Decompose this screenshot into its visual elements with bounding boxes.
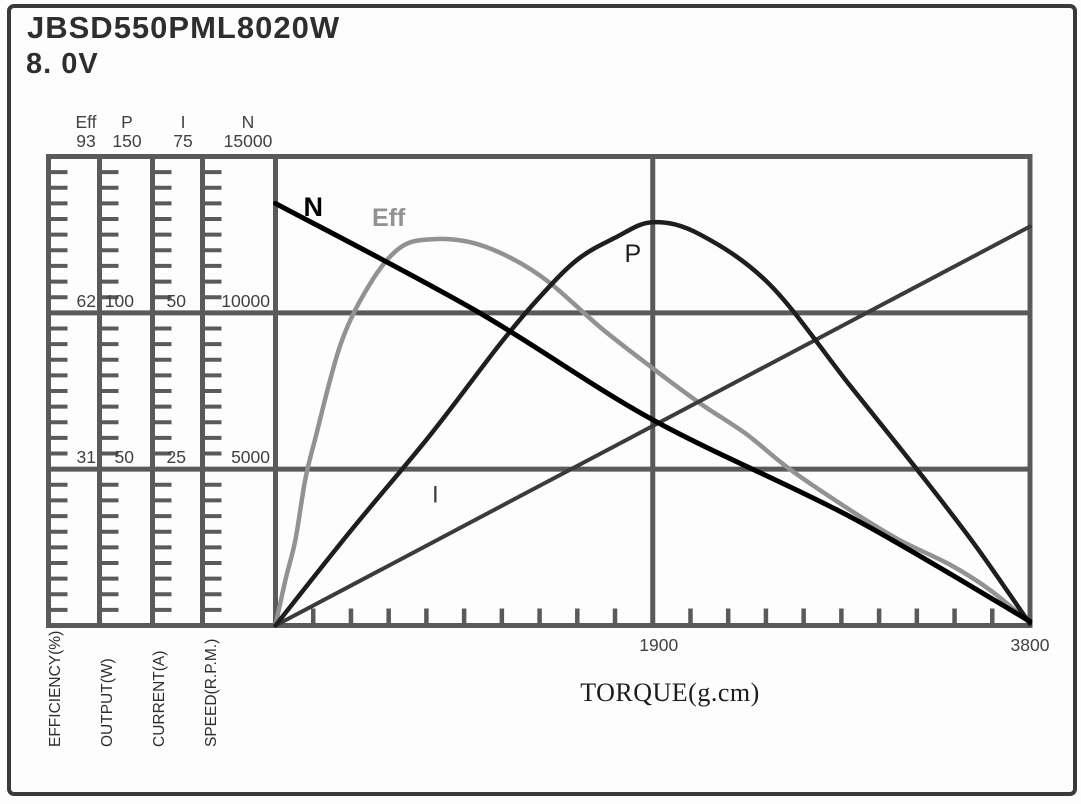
series-curve-N bbox=[273, 200, 1033, 624]
chart-frame bbox=[46, 154, 1033, 628]
axis-name-Eff: EFFICIENCY(%) bbox=[47, 631, 64, 747]
scale-max-N: 15000 bbox=[224, 131, 273, 151]
scale-max-P: 150 bbox=[112, 131, 141, 151]
grid-value-Eff-1: 31 bbox=[77, 447, 96, 467]
x-axis-labels: 1900 3800 TORQUE(g.cm) bbox=[580, 635, 1050, 707]
grid-value-P-0: 100 bbox=[105, 291, 134, 311]
x-axis-title: TORQUE(g.cm) bbox=[580, 678, 760, 707]
voltage-label: 8. 0V bbox=[26, 48, 99, 80]
series-label-Eff: Eff bbox=[372, 204, 406, 232]
axis-names: EFFICIENCY(%) OUTPUT(W) CURRENT(A) SPEED(R.… bbox=[47, 631, 220, 747]
scale-header-Eff: Eff bbox=[75, 112, 96, 132]
series-curve-P bbox=[273, 219, 1033, 628]
axis-name-N: SPEED(R.P.M.) bbox=[203, 639, 220, 747]
x-tick-label-3800: 3800 bbox=[1011, 635, 1050, 655]
grid-value-N-1: 5000 bbox=[231, 447, 270, 467]
axis-name-I: CURRENT(A) bbox=[151, 651, 168, 747]
axis-name-P: OUTPUT(W) bbox=[99, 658, 116, 747]
grid-value-I-0: 50 bbox=[167, 291, 187, 311]
series-curve-I bbox=[273, 224, 1032, 628]
series-curves bbox=[273, 200, 1033, 628]
series-label-N: N bbox=[303, 192, 323, 222]
x-axis-ticks bbox=[310, 608, 995, 624]
grid-value-Eff-0: 62 bbox=[77, 291, 96, 311]
grid-value-N-0: 10000 bbox=[221, 291, 270, 311]
ruler-ticks bbox=[48, 170, 222, 612]
series-curve-Eff bbox=[273, 236, 1033, 628]
series-labels: Eff I P N bbox=[303, 192, 641, 509]
grid-value-I-1: 25 bbox=[167, 447, 186, 467]
scale-max-I: 75 bbox=[173, 131, 192, 151]
x-tick-label-1900: 1900 bbox=[639, 635, 678, 655]
scale-max-Eff: 93 bbox=[76, 131, 95, 151]
gridline-value-labels: 62 100 50 10000 31 50 25 5000 bbox=[77, 291, 271, 467]
series-label-I: I bbox=[432, 482, 439, 509]
chart-grid bbox=[46, 154, 1033, 628]
page-title: JBSD550PML8020W bbox=[27, 10, 341, 45]
scale-header-P: P bbox=[121, 112, 133, 132]
scale-header-N: N bbox=[242, 112, 255, 132]
series-label-P: P bbox=[625, 240, 642, 268]
grid-value-P-1: 50 bbox=[115, 447, 135, 467]
scale-header-I: I bbox=[181, 112, 186, 132]
